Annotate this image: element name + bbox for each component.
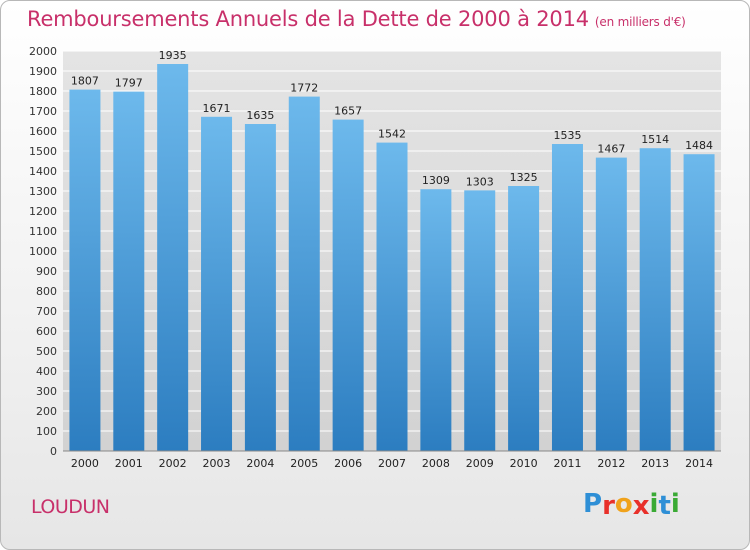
bar-value-label: 1535 xyxy=(553,129,581,142)
city-name: LOUDUN xyxy=(31,496,110,518)
chart-subtitle: (en milliers d'€) xyxy=(594,15,686,29)
x-tick-label: 2012 xyxy=(597,457,625,470)
bar-value-label: 1484 xyxy=(685,139,713,152)
bar xyxy=(201,116,233,452)
bar xyxy=(595,157,627,451)
y-tick-label: 200 xyxy=(36,405,57,418)
y-tick-label: 900 xyxy=(36,265,57,278)
bar xyxy=(420,189,452,451)
y-tick-label: 800 xyxy=(36,285,57,298)
bar xyxy=(244,124,276,451)
y-axis: 0 100 200 300 400 500 600 700 800 900 1000 1100 1200… xyxy=(29,45,57,458)
y-tick-label: 0 xyxy=(50,445,57,458)
y-tick-label: 700 xyxy=(36,305,57,318)
y-tick-label: 500 xyxy=(36,345,57,358)
x-tick-label: 2004 xyxy=(246,457,274,470)
x-tick-label: 2001 xyxy=(115,457,143,470)
x-tick-label: 2007 xyxy=(378,457,406,470)
logo-letter: i xyxy=(649,489,659,519)
bar-value-label: 1514 xyxy=(641,133,669,146)
bar-value-label: 1671 xyxy=(203,102,231,115)
bar xyxy=(69,89,101,451)
x-axis: 2000 2001 2002 2003 2004 2005 2006 2007 2008 2009… xyxy=(63,450,721,470)
y-tick-label: 1900 xyxy=(29,65,57,78)
y-tick-label: 1700 xyxy=(29,105,57,118)
bar xyxy=(508,186,540,451)
x-tick-label: 2008 xyxy=(422,457,450,470)
x-tick-label: 2006 xyxy=(334,457,362,470)
bar xyxy=(332,119,364,451)
bar xyxy=(551,144,583,451)
y-tick-label: 1800 xyxy=(29,85,57,98)
y-tick-label: 400 xyxy=(36,365,57,378)
chart-title-text: Remboursements Annuels de la Dette de 20… xyxy=(27,7,589,31)
bar-value-label: 1807 xyxy=(71,75,99,88)
bar xyxy=(376,142,408,451)
logo-letter: i xyxy=(670,489,680,519)
y-tick-label: 300 xyxy=(36,385,57,398)
x-tick-label: 2011 xyxy=(553,457,581,470)
x-tick-label: 2005 xyxy=(290,457,318,470)
y-tick-label: 100 xyxy=(36,425,57,438)
bar-value-label: 1772 xyxy=(290,82,318,95)
bar xyxy=(113,91,145,451)
bar-value-label: 1657 xyxy=(334,105,362,118)
logo-letter: t xyxy=(658,491,671,521)
x-tick-label: 2014 xyxy=(685,457,713,470)
y-tick-label: 2000 xyxy=(29,45,57,58)
bar-value-label: 1542 xyxy=(378,128,406,141)
x-tick-label: 2013 xyxy=(641,457,669,470)
logo-letter: o xyxy=(614,489,633,519)
y-tick-label: 1500 xyxy=(29,145,57,158)
bar xyxy=(639,148,671,451)
x-tick-label: 2003 xyxy=(203,457,231,470)
logo-letter: P xyxy=(583,489,603,519)
bar xyxy=(288,96,320,451)
bar-chart: 0 100 200 300 400 500 600 700 800 900 1000 1100 1200… xyxy=(29,45,721,470)
bars xyxy=(69,64,715,452)
bar-value-label: 1467 xyxy=(597,143,625,156)
y-tick-label: 1600 xyxy=(29,125,57,138)
chart-title: Remboursements Annuels de la Dette de 20… xyxy=(27,7,686,31)
bar xyxy=(157,64,189,451)
bar-value-label: 1797 xyxy=(115,77,143,90)
x-tick-label: 2010 xyxy=(510,457,538,470)
x-tick-label: 2002 xyxy=(159,457,187,470)
y-tick-label: 600 xyxy=(36,325,57,338)
x-tick-label: 2000 xyxy=(71,457,99,470)
y-tick-label: 1000 xyxy=(29,245,57,258)
bar xyxy=(464,190,496,451)
bar xyxy=(683,154,715,451)
logo-letter: x xyxy=(632,491,650,521)
logo-letter: r xyxy=(602,491,615,521)
x-tick-label: 2009 xyxy=(466,457,494,470)
data-labels: 1807 1797 1935 1671 1635 1772 1657 1542 1309 1303… xyxy=(71,49,713,188)
bar-value-label: 1635 xyxy=(246,109,274,122)
bar-value-label: 1325 xyxy=(510,171,538,184)
y-tick-label: 1200 xyxy=(29,205,57,218)
bar-value-label: 1935 xyxy=(159,49,187,62)
y-tick-label: 1300 xyxy=(29,185,57,198)
proxiti-logo: Proxiti xyxy=(583,489,680,521)
bar-value-label: 1309 xyxy=(422,174,450,187)
y-tick-label: 1400 xyxy=(29,165,57,178)
y-tick-label: 1100 xyxy=(29,225,57,238)
bar-value-label: 1303 xyxy=(466,175,494,188)
